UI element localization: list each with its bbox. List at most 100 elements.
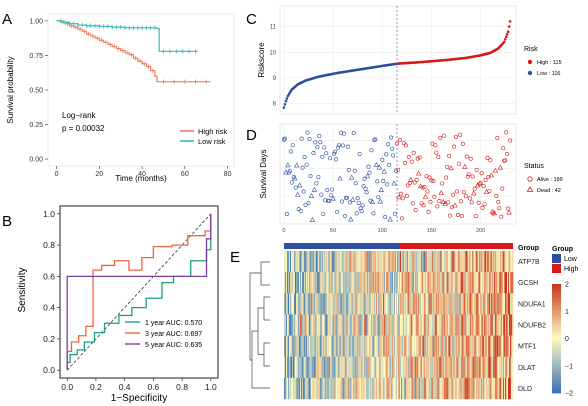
heatmap-cell [411,377,414,400]
survival-point-alive [368,198,373,203]
heatmap-cell [334,377,336,400]
heatmap-cell [488,272,490,294]
heatmap-cell [458,335,460,357]
heatmap-cell [435,251,438,273]
heatmap-cell [420,251,423,273]
heatmap-cell [504,356,506,379]
survival-point-alive [434,150,439,155]
heatmap-cell [488,356,490,379]
heatmap-cell [361,293,363,315]
heatmap-cell [504,272,506,294]
risk-point [507,25,511,28]
heatmap-cell [427,251,430,273]
heatmap-cell [428,377,431,400]
heatmap-cell [356,335,358,357]
heatmap-cell [408,293,411,315]
heatmap-cell [312,293,315,315]
heatmap-cell [483,335,485,357]
heatmap-cell [383,377,385,400]
heatmap-cell [493,293,495,315]
heatmap-cell [430,314,433,336]
heatmap-cell [334,293,336,315]
heatmap-cell [463,314,465,336]
color-scale-segment [552,311,561,315]
x-tick-label-b: 1.0 [205,382,217,392]
row-label-mtf1: MTF1 [518,344,536,351]
heatmap-cell [354,293,356,315]
heatmap-cell [427,314,430,336]
survival-point-alive [469,200,474,205]
heatmap-cell [402,314,405,336]
heatmap-cell [443,377,445,400]
heatmap-cell [490,272,492,294]
heatmap-cell [416,272,419,294]
legend-b: 1 year AUC: 0.570 3 year AUC: 0.697 5 ye… [125,320,202,349]
heatmap-cell [293,293,296,315]
heatmap-cell [416,314,419,336]
heatmap-cell [385,314,387,336]
survival-point-alive [494,193,499,198]
heatmap-cell [369,335,371,357]
heatmap-cell [362,251,364,273]
heatmap-cell [364,293,366,315]
heatmap-cell [329,377,331,400]
heatmap-cell [395,335,397,357]
heatmap-cell [372,335,374,357]
x-tick-label-b: 0.0 [61,382,73,392]
heatmap-cell [294,335,297,357]
heatmap-cell [366,251,368,273]
heatmap-cell [421,251,424,273]
heatmap-cell [426,251,429,273]
survival-point-dead [491,210,498,216]
heatmap-cell [447,377,449,400]
heatmap-cell [381,293,383,315]
heatmap-cell [464,377,466,400]
heatmap-cell [320,356,323,379]
heatmap-cell [504,377,506,400]
heatmap-cell [456,377,458,400]
survival-point-alive [315,145,320,150]
heatmap-cell [467,335,469,357]
heatmap-cell [491,377,493,400]
heatmap-cell [289,377,292,400]
heatmap-cell [387,272,389,294]
heatmap-cell [284,356,286,379]
heatmap-cell [292,335,295,357]
heatmap-cell [302,293,305,315]
panel-b: B 0.00.20.40.60.81.0 0.0 0.2 0.4 0.6 0.8 1.0 … [2,205,219,404]
heatmap-cell [483,356,485,379]
survival-point-dead [448,165,454,171]
heatmap-cell [427,356,430,379]
heatmap-cell [437,335,439,357]
heatmap-cell [425,251,428,273]
x-tick-label-a: 40 [138,171,146,178]
heatmap-cell [489,293,491,315]
survival-point-alive [500,186,505,191]
heatmap-cell [355,272,357,294]
heatmap-cell [490,356,492,379]
heatmap-cell [354,251,356,273]
heatmap-cell [437,251,439,273]
heatmap-cell [422,293,425,315]
heatmap-cell [308,377,311,400]
heatmap-cell [467,272,469,294]
heatmap-cell [293,356,296,379]
heatmap-cell [444,335,446,357]
heatmap-cell [307,377,310,400]
heatmap-cell [311,356,314,379]
heatmap-cell [447,251,449,273]
heatmap-cell [313,356,316,379]
survival-point-dead [369,198,376,204]
heatmap-cell [430,377,433,400]
heatmap-cell [488,335,490,357]
heatmap-cell [350,377,352,400]
heatmap-cell [284,335,286,357]
survival-point-alive [300,165,305,170]
heatmap-cell [426,272,429,294]
heatmap-cell [310,251,313,273]
survival-point-alive [384,152,389,157]
heatmap-cell [470,272,472,294]
survival-point-alive [284,211,289,216]
heatmap-cell [374,272,376,294]
heatmap-cell [403,293,406,315]
